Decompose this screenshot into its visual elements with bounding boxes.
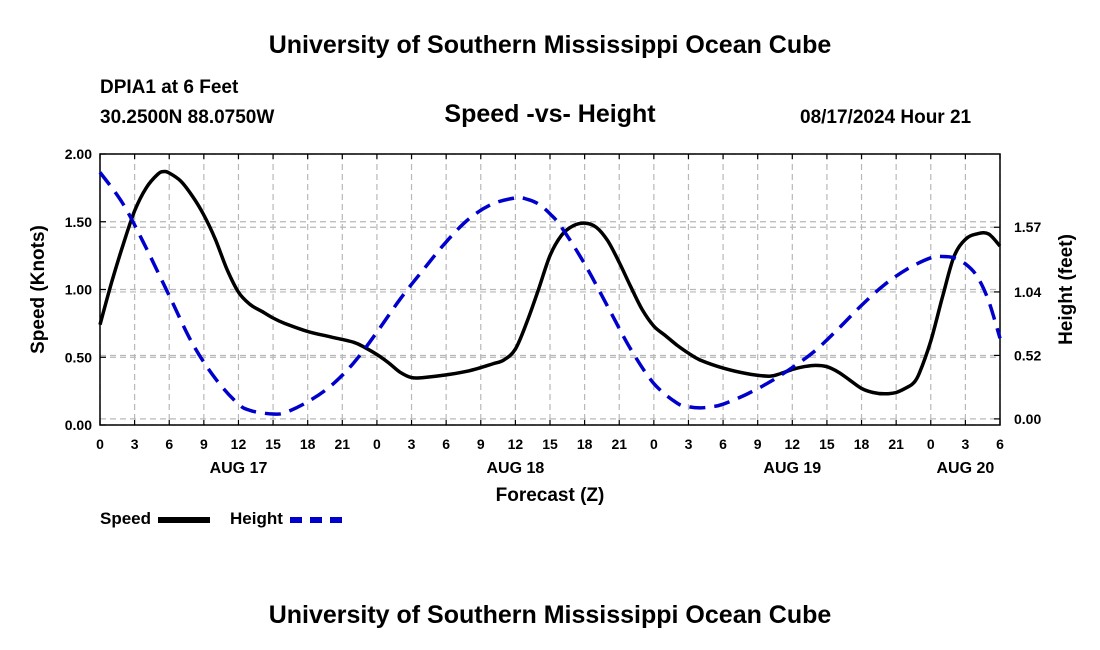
x-tick-label: 6 [165,436,173,452]
legend-speed-label: Speed [100,509,152,528]
x-tick-label: 0 [650,436,658,452]
x-tick-label: 6 [719,436,727,452]
series-line-height [98,171,1002,416]
x-tick-label: 9 [200,436,208,452]
y2-tick-label: 1.57 [1014,219,1041,235]
x-tick-label: 15 [542,436,558,452]
y2-tick-label: 0.00 [1014,411,1041,427]
series-line-speed [98,169,1002,396]
y2-tick-label: 0.52 [1014,347,1041,363]
y-axis-title: Speed (Knots) [28,225,49,354]
x-tick-label: 3 [131,436,139,452]
x-tick-label: 9 [477,436,485,452]
station-label: DPIA1 at 6 Feet [100,77,239,98]
x-tick-label: 6 [442,436,450,452]
y2-axis-title: Height (feet) [1056,234,1077,345]
date-label: AUG 18 [486,460,544,477]
x-tick-label: 0 [373,436,381,452]
date-label: AUG 17 [210,460,268,477]
x-tick-label: 3 [685,436,693,452]
y-tick-label: 1.00 [65,282,92,298]
chart-title: Speed -vs- Height [444,100,656,128]
x-tick-label: 12 [508,436,524,452]
x-tick-label: 21 [335,436,351,452]
x-tick-label: 18 [300,436,316,452]
y-tick-label: 2.00 [65,146,92,162]
x-tick-label: 15 [265,436,281,452]
datetime-label: 08/17/2024 Hour 21 [800,107,972,128]
x-tick-label: 12 [785,436,801,452]
legend-height-label: Height [230,509,283,528]
x-tick-label: 18 [577,436,593,452]
x-tick-label: 9 [754,436,762,452]
main-title: University of Southern Mississippi Ocean… [268,31,832,59]
x-tick-label: 21 [888,436,904,452]
y-tick-label: 0.50 [65,349,92,365]
x-axis-title: Forecast (Z) [496,485,605,506]
y2-tick-label: 1.04 [1014,284,1041,300]
legend-speed-swatch [157,516,210,523]
labels-layer: 0 3 6 9 12 15 18 21 0 3 6 9 12 15 18 21 0 3 6 9 12 15 18 21 0 3 6A… [28,146,1077,506]
x-tick-label: 15 [819,436,835,452]
legend-speed: Speed [100,509,210,529]
axes-layer [99,153,1001,426]
series-layer [98,169,1002,416]
x-tick-label: 0 [927,436,935,452]
legend-height-swatch [289,516,342,523]
x-tick-label: 21 [611,436,627,452]
legend-height: Height [230,509,342,529]
coordinates-label: 30.2500N 88.0750W [100,107,275,128]
date-label: AUG 20 [936,460,994,477]
date-label: AUG 19 [763,460,821,477]
x-tick-label: 12 [231,436,247,452]
x-tick-label: 18 [854,436,870,452]
x-tick-label: 3 [408,436,416,452]
footer-title: University of Southern Mississippi Ocean… [268,601,832,629]
y-tick-label: 1.50 [65,214,92,230]
x-tick-label: 6 [996,436,1004,452]
x-tick-label: 3 [961,436,969,452]
x-tick-label: 0 [96,436,104,452]
y-tick-label: 0.00 [65,417,92,433]
